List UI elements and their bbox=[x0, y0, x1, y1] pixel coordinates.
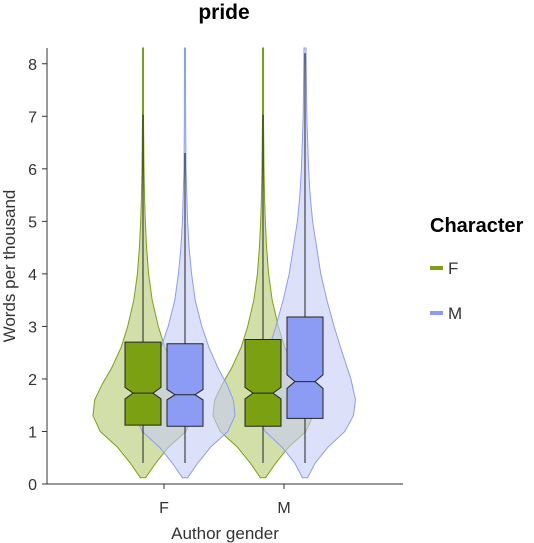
legend-label-f: F bbox=[448, 259, 458, 278]
y-tick-label: 5 bbox=[28, 214, 37, 231]
x-axis-title: Author gender bbox=[171, 524, 279, 543]
y-tick-label: 1 bbox=[28, 424, 37, 441]
box-m-m bbox=[286, 316, 324, 419]
chart-title: pride bbox=[198, 1, 249, 24]
y-tick-label: 4 bbox=[28, 267, 37, 284]
box-m-f bbox=[166, 343, 204, 427]
x-tick-label: M bbox=[277, 500, 290, 517]
y-tick-label: 7 bbox=[28, 109, 37, 126]
box-f-m bbox=[244, 339, 282, 427]
legend: Character F M bbox=[430, 215, 524, 323]
legend-title: Character bbox=[430, 215, 524, 237]
axes: 0 1 2 3 4 5 6 7 8 F M bbox=[28, 48, 403, 517]
y-tick-label: 6 bbox=[28, 162, 37, 179]
x-tick-label: F bbox=[159, 500, 169, 517]
box-f-f bbox=[124, 341, 162, 426]
y-axis-title: Words per thousand bbox=[0, 190, 19, 343]
y-tick-label: 0 bbox=[28, 477, 37, 494]
y-tick-label: 3 bbox=[28, 319, 37, 336]
legend-label-m: M bbox=[448, 304, 462, 323]
y-tick-label: 2 bbox=[28, 372, 37, 389]
plot-area bbox=[92, 47, 357, 479]
y-tick-label: 8 bbox=[28, 57, 37, 74]
